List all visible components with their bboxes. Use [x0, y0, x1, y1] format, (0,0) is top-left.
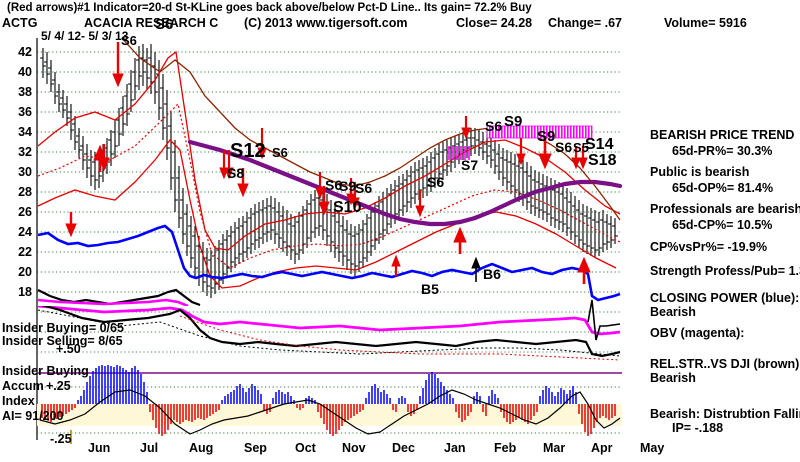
y-axis-label: 30: [18, 165, 32, 179]
signal-label-s9: S9: [504, 113, 523, 130]
professionals-title: Professionals are bearish: [650, 202, 800, 216]
rel-strength-value: Bearish: [650, 371, 696, 385]
accum-index-value: AI= 91/200: [2, 409, 64, 423]
strength-prof-pub: Strength Profess/Pub= 1.3: [650, 264, 800, 278]
signal-label-s9: S9: [339, 178, 357, 194]
change-value: Change= .67: [548, 16, 622, 30]
x-axis-label: Aug: [189, 441, 214, 455]
obv-title: OBV (magenta):: [650, 326, 745, 340]
scale-plus-25: +.25: [46, 379, 71, 393]
y-axis-label: 32: [18, 145, 32, 159]
y-axis-label: 38: [18, 85, 32, 99]
x-axis-label: Jul: [140, 441, 159, 455]
x-axis-label: Feb: [494, 441, 517, 455]
signal-label-s9: S9: [537, 128, 556, 145]
signal-label-s6: S6: [325, 177, 343, 193]
copyright-text: (C) 2013 www.tigersoft.com: [244, 16, 408, 30]
distribution-status: Bearish: Distrubtion Falling: [650, 407, 800, 421]
y-axis-label: 26: [18, 205, 32, 219]
scale-plus-50: +.50: [56, 342, 81, 356]
x-axis-label: Oct: [295, 441, 316, 455]
y-axis-label: 22: [18, 245, 32, 259]
signal-label-s6: S6: [485, 118, 503, 134]
accum-index-line3: Index: [2, 394, 35, 408]
indicator-headline: (Red arrows)#1 Indicator=20-d St-KLine g…: [7, 2, 532, 14]
ticker-symbol: ACTG: [2, 16, 38, 30]
signal-label-s5: S5: [573, 140, 589, 155]
scale-minus-25: -.25: [50, 432, 72, 446]
close-value: Close= 24.28: [456, 16, 533, 30]
signal-label-s6: S6: [121, 33, 137, 48]
date-range: 5/ 4/ 12- 5/ 3/ 13: [41, 29, 129, 43]
signal-label-s7: S7: [461, 157, 479, 173]
public-sentiment-value: 65d-OP%= 81.4%: [672, 181, 774, 195]
professionals-value: 65d-CP%= 10.5%: [672, 218, 773, 232]
insider-buying-count: Insider Buying= 0/65: [2, 321, 124, 335]
cp-vs-pr-value: CP%vsPr%= -19.9%: [650, 240, 768, 254]
y-axis-label: 40: [18, 65, 32, 79]
x-axis-label: Nov: [342, 441, 366, 455]
public-sentiment-title: Public is bearish: [650, 165, 750, 179]
signal-label-s18: S18: [588, 152, 617, 169]
ip-value: IP= -.188: [672, 421, 724, 435]
company-name: ACACIA RESEARCH C: [84, 16, 219, 30]
signal-label-s6: S6: [272, 145, 288, 160]
signal-label-s12: S12: [230, 140, 266, 162]
accum-index-line2: Accum: [2, 379, 44, 393]
price-trend-value: 65d-PR%= 30.3%: [672, 144, 773, 158]
signal-label-s6: S6: [355, 180, 373, 196]
signal-label-s14: S14: [585, 136, 614, 153]
y-axis-label: 20: [18, 265, 32, 279]
signal-label-s10: S10: [333, 199, 362, 216]
volume-value: Volume= 5916: [664, 16, 747, 30]
signal-label-s6: S6: [555, 139, 573, 155]
signal-label-s8: S8: [227, 165, 245, 181]
closing-power-value: Bearish: [650, 305, 696, 319]
accum-index-line1: Insider Buying: [2, 364, 89, 378]
price-trend-title: BEARISH PRICE TREND: [650, 128, 795, 142]
y-axis-label: 34: [18, 125, 32, 139]
signal-label-s6: S6: [427, 174, 445, 190]
signal-label-b5: B5: [421, 281, 439, 297]
y-axis-label: 36: [18, 105, 32, 119]
x-axis-label: Apr: [591, 441, 613, 455]
insider-selling-count: Insider Selling= 8/65: [2, 334, 123, 348]
signal-label-s6: S6: [155, 16, 174, 33]
rel-strength-title: REL.STR..VS DJI (brown): [650, 357, 800, 371]
x-axis-label: Sep: [244, 441, 267, 455]
signal-label-b6: B6: [483, 266, 501, 282]
x-axis-label: Jan: [444, 441, 466, 455]
closing-power-title: CLOSING POWER (blue):: [650, 291, 800, 305]
x-axis-label: Jun: [88, 441, 111, 455]
x-axis-label: May: [640, 441, 665, 455]
y-axis-label: 28: [18, 185, 32, 199]
y-axis-label: 18: [18, 285, 32, 299]
y-axis-label: 42: [18, 45, 32, 59]
x-axis-label: Dec: [392, 441, 415, 455]
x-axis-label: Mar: [543, 441, 566, 455]
y-axis-label: 24: [18, 225, 32, 239]
